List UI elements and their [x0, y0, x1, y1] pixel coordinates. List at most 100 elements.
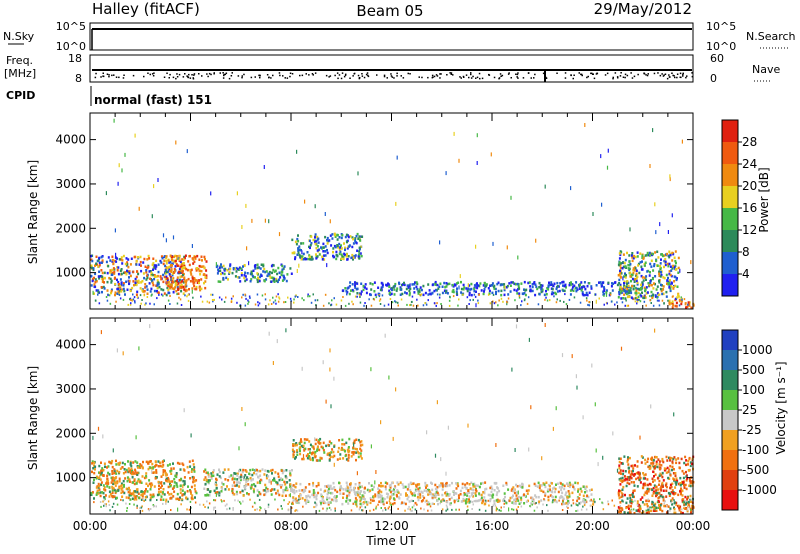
heatmap-cell [116, 266, 119, 269]
heatmap-cell [273, 477, 276, 480]
heatmap-cell [618, 261, 621, 264]
heatmap-cell [643, 262, 646, 266]
heatmap-cell [373, 281, 376, 284]
heatmap-cell [655, 230, 657, 235]
heatmap-cell [416, 298, 418, 301]
heatmap-cell [183, 469, 186, 472]
heatmap-cell [561, 502, 563, 506]
heatmap-cell [658, 479, 661, 483]
heatmap-cell [132, 481, 134, 484]
heatmap-cell [142, 272, 145, 275]
heatmap-cell [627, 467, 630, 470]
heatmap-cell [264, 483, 267, 487]
heatmap-cell [194, 255, 197, 259]
heatmap-cell [577, 504, 579, 507]
heatmap-cell [328, 501, 331, 504]
heatmap-cell [254, 303, 257, 306]
heatmap-cell [175, 473, 178, 476]
heatmap-cell [434, 453, 437, 458]
heatmap-cell [349, 482, 352, 485]
heatmap-cell [531, 282, 534, 286]
heatmap-cell [238, 481, 241, 485]
heatmap-cell [284, 301, 287, 303]
heatmap-cell [116, 503, 119, 506]
heatmap-cell [629, 509, 631, 512]
heatmap-cell [188, 263, 191, 267]
heatmap-cell [199, 503, 201, 506]
heatmap-cell [274, 269, 277, 272]
heatmap-cell [362, 495, 365, 499]
heatmap-cell [422, 284, 425, 288]
heatmap-cell [482, 284, 485, 287]
heatmap-cell [618, 291, 621, 294]
nave-dot [193, 74, 195, 76]
heatmap-cell [464, 493, 466, 496]
heatmap-cell [294, 457, 296, 460]
nave-dot [282, 75, 284, 77]
heatmap-cell [184, 283, 187, 287]
nave-dot [314, 72, 317, 74]
heatmap-cell [268, 270, 271, 274]
heatmap-cell [675, 278, 678, 282]
heatmap-cell [116, 481, 119, 485]
heatmap-cell [177, 292, 180, 295]
nave-dot [572, 77, 574, 80]
heatmap-cell [306, 251, 309, 254]
heatmap-cell [436, 499, 439, 502]
heatmap-cell [340, 299, 343, 302]
heatmap-cell [124, 463, 126, 466]
heatmap-cell [122, 287, 125, 291]
heatmap-cell [114, 491, 117, 495]
heatmap-cell [478, 485, 481, 489]
heatmap-cell [111, 459, 114, 463]
heatmap-cell [393, 293, 396, 296]
heatmap-cell [675, 481, 678, 484]
heatmap-cell [330, 451, 333, 454]
heatmap-cell [95, 493, 98, 496]
heatmap-cell [692, 304, 695, 307]
heatmap-cell [412, 500, 414, 502]
heatmap-cell [303, 449, 306, 452]
heatmap-cell [119, 297, 122, 300]
heatmap-cell [472, 491, 475, 495]
heatmap-cell [293, 498, 296, 501]
heatmap-cell [651, 456, 654, 459]
heatmap-cell [140, 506, 143, 509]
heatmap-cell [345, 500, 348, 503]
heatmap-cell [189, 254, 191, 258]
heatmap-cell [279, 276, 282, 279]
heatmap-cell [641, 511, 643, 515]
heatmap-cell [357, 438, 360, 442]
heatmap-cell [92, 435, 94, 440]
heatmap-cell [487, 287, 490, 290]
heatmap-cell [143, 476, 146, 480]
heatmap-cell [379, 288, 382, 292]
heatmap-cell [313, 506, 315, 509]
heatmap-cell [98, 471, 100, 474]
heatmap-cell [268, 480, 271, 484]
heatmap-cell [638, 503, 641, 507]
heatmap-cell [190, 433, 192, 438]
heatmap-cell [544, 184, 546, 189]
heatmap-cell [183, 408, 185, 413]
heatmap-cell [505, 501, 508, 505]
heatmap-cell [683, 298, 686, 301]
heatmap-cell [651, 252, 654, 256]
heatmap-cell [256, 508, 258, 511]
heatmap-cell [295, 482, 298, 485]
heatmap-cell [669, 509, 671, 512]
heatmap-cell [488, 292, 491, 295]
heatmap-cell [276, 482, 279, 486]
heatmap-cell [474, 295, 477, 298]
heatmap-cell [668, 255, 671, 259]
heatmap-cell [626, 304, 628, 307]
heatmap-cell [171, 487, 174, 490]
heatmap-cell [127, 303, 129, 306]
heatmap-cell [633, 512, 636, 515]
heatmap-cell [582, 505, 584, 508]
heatmap-cell [106, 477, 109, 480]
heatmap-cell [539, 489, 542, 492]
heatmap-cell [183, 280, 186, 283]
heatmap-cell [118, 477, 121, 480]
heatmap-cell [187, 299, 190, 302]
